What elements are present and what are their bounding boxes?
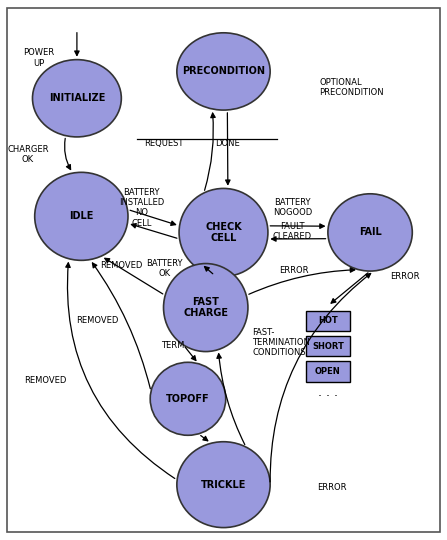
Ellipse shape bbox=[328, 194, 412, 271]
Text: OPEN: OPEN bbox=[315, 367, 341, 376]
Text: FAULT
CLEARED: FAULT CLEARED bbox=[273, 221, 312, 241]
Text: DONE: DONE bbox=[215, 139, 240, 148]
Text: REMOVED: REMOVED bbox=[25, 375, 67, 384]
Text: FAIL: FAIL bbox=[359, 227, 381, 238]
Ellipse shape bbox=[177, 33, 270, 110]
Bar bbox=[306, 336, 350, 356]
Text: NO
CELL: NO CELL bbox=[131, 208, 152, 228]
Text: TERM: TERM bbox=[161, 341, 184, 349]
Text: HOT: HOT bbox=[318, 316, 338, 326]
Text: REQUEST: REQUEST bbox=[144, 139, 183, 148]
Bar bbox=[306, 311, 350, 331]
Text: TOPOFF: TOPOFF bbox=[166, 394, 210, 404]
Text: ERROR: ERROR bbox=[279, 266, 308, 274]
Ellipse shape bbox=[35, 172, 128, 260]
Ellipse shape bbox=[164, 264, 248, 352]
Text: CHECK
CELL: CHECK CELL bbox=[205, 221, 242, 243]
Text: BATTERY
INSTALLED: BATTERY INSTALLED bbox=[119, 188, 164, 207]
Ellipse shape bbox=[33, 59, 121, 137]
Text: POWER
UP: POWER UP bbox=[24, 48, 55, 68]
Text: PRECONDITION: PRECONDITION bbox=[182, 66, 265, 77]
Text: SHORT: SHORT bbox=[312, 342, 344, 350]
Text: FAST
CHARGE: FAST CHARGE bbox=[183, 297, 228, 319]
Text: OPTIONAL
PRECONDITION: OPTIONAL PRECONDITION bbox=[319, 78, 384, 97]
Text: BATTERY
OK: BATTERY OK bbox=[147, 259, 183, 278]
Ellipse shape bbox=[179, 188, 268, 276]
Ellipse shape bbox=[177, 442, 270, 528]
Text: . . .: . . . bbox=[318, 386, 338, 399]
Text: IDLE: IDLE bbox=[69, 211, 93, 221]
Text: INITIALIZE: INITIALIZE bbox=[49, 93, 105, 103]
Ellipse shape bbox=[150, 362, 226, 435]
Text: CHARGER
OK: CHARGER OK bbox=[7, 145, 49, 164]
Bar bbox=[306, 361, 350, 382]
Text: FAST-
TERMINATION
CONDITIONS: FAST- TERMINATION CONDITIONS bbox=[253, 328, 310, 357]
Text: TRICKLE: TRICKLE bbox=[201, 480, 246, 490]
Text: BATTERY
NOGOOD: BATTERY NOGOOD bbox=[273, 198, 312, 217]
Text: REMOVED: REMOVED bbox=[100, 261, 143, 270]
Text: ERROR: ERROR bbox=[390, 273, 420, 281]
Text: ERROR: ERROR bbox=[317, 483, 347, 492]
Text: REMOVED: REMOVED bbox=[76, 316, 118, 326]
